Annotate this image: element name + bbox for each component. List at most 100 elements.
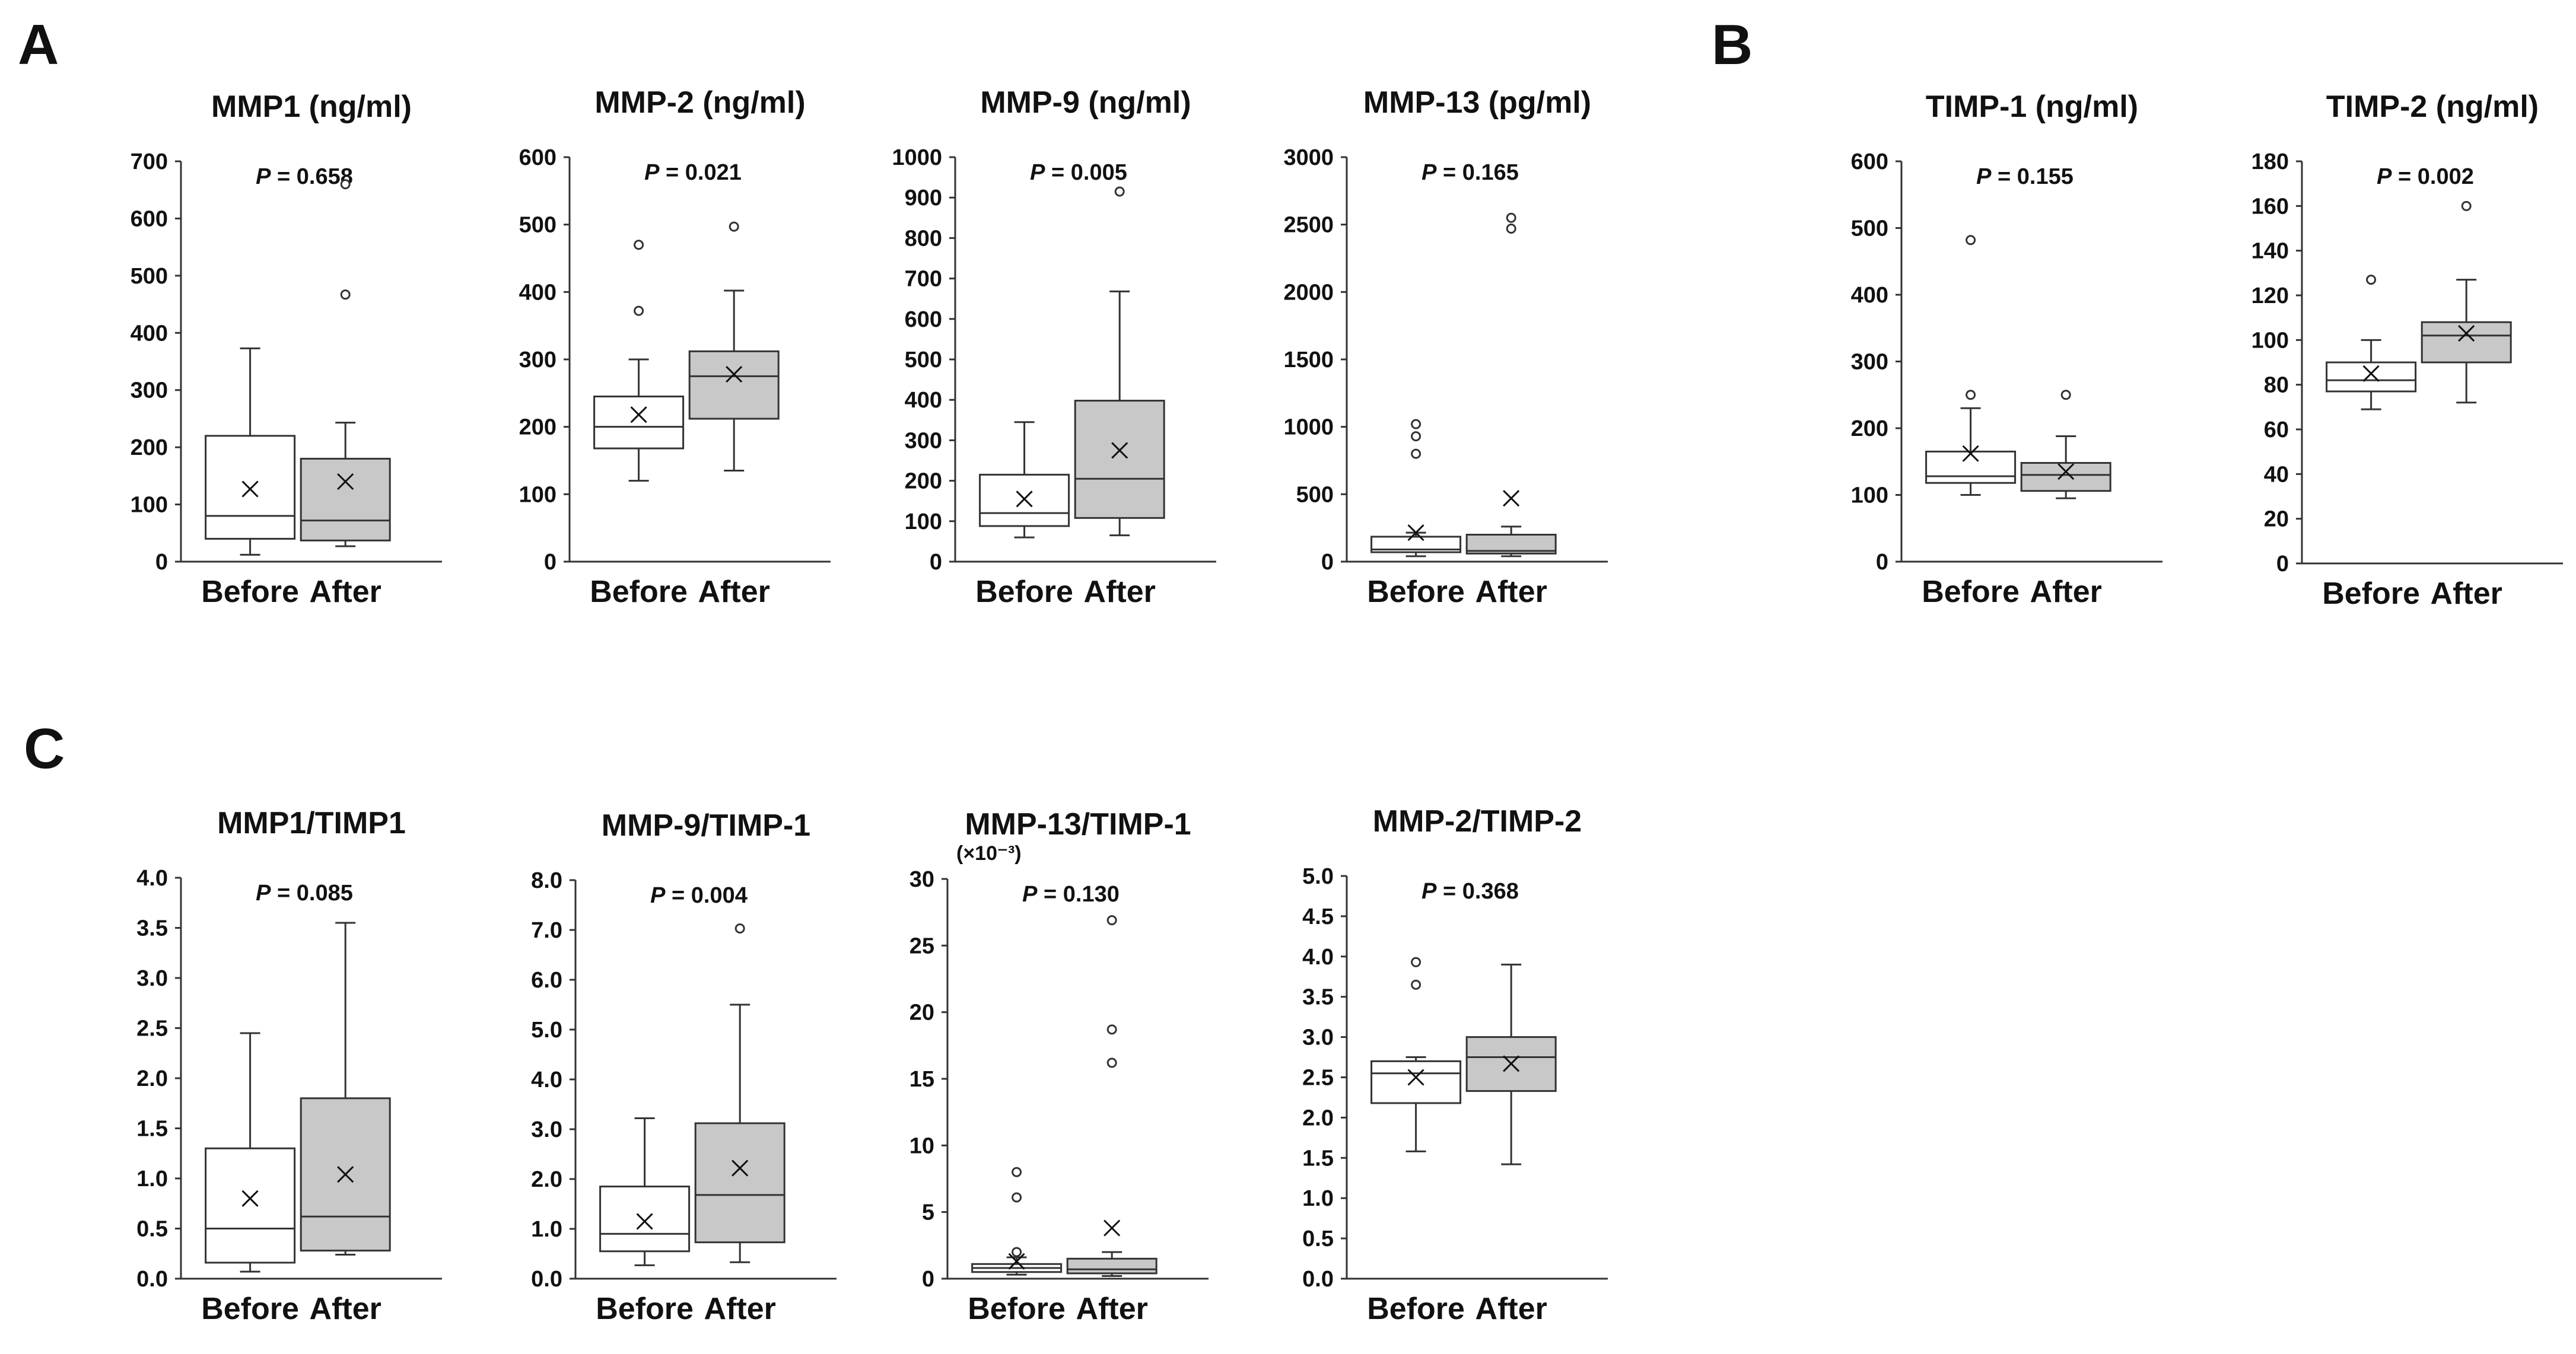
iqr-box (2020, 462, 2111, 492)
box-before (1370, 419, 1462, 557)
mean-marker (726, 365, 743, 383)
y-tick-label: 160 (2251, 194, 2289, 219)
y-tick-label: 4.0 (136, 866, 168, 891)
y-tick-label: 4.5 (1302, 904, 1334, 929)
category-label-before: Before (1367, 1292, 1465, 1326)
y-tick-label: 60 (2264, 418, 2289, 442)
y-tick-label: 80 (2264, 373, 2289, 398)
y-tick-label: 2.5 (1302, 1066, 1334, 1091)
y-tick-label: 1.0 (136, 1167, 168, 1191)
y-tick-label: 10 (909, 1133, 934, 1158)
category-label-before: Before (201, 1292, 299, 1326)
outlier-point (1106, 1057, 1117, 1068)
outlier-point (340, 289, 351, 300)
category-label-after: After (1475, 1292, 1547, 1326)
iqr-box (2421, 321, 2512, 364)
category-label-after: After (310, 575, 381, 609)
y-tick-label: 0 (155, 550, 168, 575)
box-after (1465, 963, 1557, 1165)
chart-2: MMP-9 (ng/ml) P = 0.005 0 100 200 300 400 500 60… (892, 85, 1216, 609)
y-tick-label: 2.0 (531, 1167, 562, 1192)
box-after (1074, 186, 1165, 537)
box-after (300, 179, 391, 547)
y-tick-label: 500 (519, 213, 556, 238)
y-tick-label: 100 (1851, 483, 1888, 508)
category-label-before: Before (596, 1292, 694, 1326)
y-tick-label: 100 (519, 482, 556, 507)
chart-6: MMP1/TIMP1 P = 0.085 0.0 0.5 1.0 1.5 2.0 2.5 3.0… (136, 806, 442, 1326)
mean-marker (337, 1166, 354, 1183)
mean-marker-stroke (1962, 445, 1979, 462)
p-value-label: P = 0.021 (644, 160, 742, 185)
mean-marker (1503, 1055, 1520, 1072)
y-tick-label: 900 (905, 186, 942, 211)
y-tick-label: 0 (544, 550, 556, 575)
panel-letter-b: B (1712, 13, 1753, 77)
p-value-label: P = 0.165 (1421, 160, 1519, 185)
mean-marker-stroke (337, 1166, 354, 1183)
y-tick-label: 2.0 (136, 1066, 168, 1091)
outlier-point (1012, 1247, 1022, 1257)
box-before (1925, 235, 2017, 496)
y-tick-label: 3.0 (1302, 1025, 1334, 1050)
y-tick-label: 30 (909, 867, 934, 892)
p-value-label: P = 0.085 (256, 881, 353, 906)
p-value-symbol: P (1421, 879, 1437, 904)
p-value-label: P = 0.658 (256, 164, 353, 189)
mean-marker-stroke (1016, 490, 1033, 508)
p-value-symbol: P (1030, 160, 1045, 185)
outlier-point (1966, 390, 1976, 400)
y-tick-label: 6.0 (531, 968, 562, 993)
y-tick-label: 0 (1876, 550, 1888, 575)
p-value-number: = 0.165 (1436, 160, 1518, 185)
iqr-box (205, 1147, 296, 1264)
y-tick-label: 200 (519, 415, 556, 440)
p-value-number: = 0.368 (1436, 879, 1518, 904)
box-after (300, 922, 391, 1256)
y-tick-label: 1.0 (1302, 1186, 1334, 1211)
box-before (205, 1032, 296, 1273)
box-before (2326, 275, 2417, 410)
mean-marker (1503, 490, 1520, 507)
p-value-number: = 0.130 (1037, 882, 1119, 907)
y-tick-label: 2000 (1283, 280, 1334, 305)
outlier-point (634, 240, 644, 250)
chart-title: TIMP-1 (ng/ml) (1926, 90, 2138, 124)
box-after (2020, 390, 2111, 499)
box-before (205, 347, 296, 556)
p-value-symbol: P (1421, 160, 1437, 185)
y-tick-label: 120 (2251, 283, 2289, 308)
y-tick-label: 100 (2251, 328, 2289, 353)
outlier-point (1506, 212, 1516, 223)
mean-marker (241, 480, 259, 498)
outlier-point (1106, 915, 1117, 926)
y-tick-label: 1.5 (136, 1117, 168, 1142)
y-tick-label: 0 (922, 1267, 934, 1292)
category-label-before: Before (2322, 576, 2420, 611)
category-label-after: After (2431, 576, 2502, 611)
p-value-number: = 0.658 (271, 164, 352, 189)
mean-marker (1407, 524, 1424, 541)
y-tick-label: 300 (905, 428, 942, 453)
category-label-before: Before (201, 575, 299, 609)
category-label-before: Before (968, 1292, 1066, 1326)
p-value-symbol: P (256, 164, 271, 189)
chart-title: TIMP-2 (ng/ml) (2326, 90, 2539, 124)
outlier-point (1506, 223, 1516, 234)
mean-marker (2057, 463, 2075, 480)
p-value-symbol: P (2377, 164, 2392, 189)
mean-marker (1016, 490, 1033, 508)
chart-9: MMP-2/TIMP-2 P = 0.368 0.0 0.5 1.0 1.5 2.0 2.5 3… (1302, 804, 1608, 1326)
outlier-point (2060, 390, 2071, 400)
y-tick-label: 400 (131, 321, 168, 346)
mean-marker-stroke (241, 480, 259, 498)
chart-0: MMP1 (ng/ml) P = 0.658 0 100 200 300 400 500 600… (131, 90, 442, 609)
box-after (694, 923, 785, 1263)
y-tick-label: 20 (909, 1001, 934, 1025)
chart-title: MMP-9 (ng/ml) (980, 85, 1191, 120)
y-tick-label: 1000 (892, 145, 942, 170)
mean-marker-stroke (2362, 365, 2380, 382)
outlier-point (1411, 419, 1421, 429)
mean-marker-stroke (1008, 1253, 1025, 1270)
y-tick-label: 200 (905, 469, 942, 494)
